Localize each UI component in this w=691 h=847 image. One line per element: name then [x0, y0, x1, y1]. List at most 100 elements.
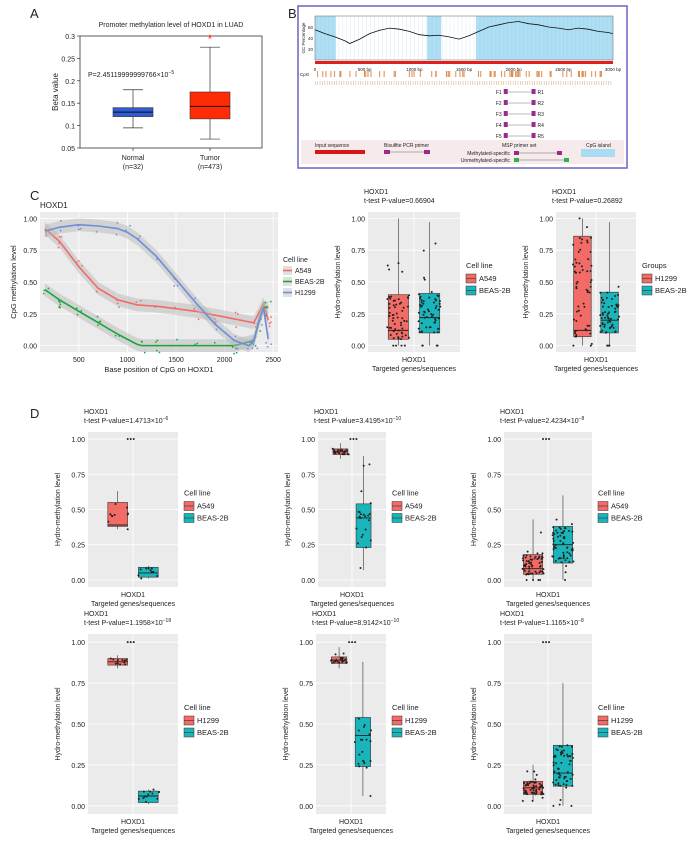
chart-d3-gene: HOXD1: [500, 409, 524, 416]
chart-b-cpg-site: [500, 71, 502, 77]
chart-point: [532, 787, 535, 790]
chart-d6-pvalue: t-test P-value=1.1165×10−8: [500, 618, 584, 627]
chart-c2-gene: HOXD1: [364, 189, 388, 196]
chart-point: [601, 329, 604, 332]
chart-ytick-label: 0.75: [487, 681, 501, 688]
chart-point: [391, 314, 394, 317]
chart-b-cpg-tick: [326, 81, 328, 85]
chart-b-cpg-tick: [429, 81, 431, 85]
chart-outlier: [355, 438, 358, 441]
chart-b-cpg-tick: [453, 81, 454, 85]
chart-b-cpg-tick: [570, 81, 571, 85]
chart-b-cpg-tick: [460, 81, 462, 85]
chart-point: [421, 344, 424, 347]
chart-b-primer-f: [503, 122, 508, 127]
chart-b-primer-f-label: F4: [496, 123, 502, 129]
chart-point: [111, 515, 114, 518]
chart-point: [564, 571, 567, 574]
chart-c1-point: [176, 284, 179, 287]
chart-point: [569, 759, 572, 762]
chart-c1-point: [251, 342, 253, 344]
chart-point: [539, 570, 542, 573]
chart-a-frame: [79, 35, 263, 149]
chart-a-ytick-label: 0.3: [65, 34, 75, 41]
chart-point: [389, 297, 392, 300]
chart-c1-point: [80, 310, 83, 312]
chart-b-primer-r: [531, 133, 536, 138]
chart-c1-point: [254, 326, 257, 328]
chart-point: [361, 738, 364, 741]
chart-point: [555, 762, 558, 765]
chart-point: [579, 248, 582, 251]
chart-b-cpg-site: [478, 71, 480, 77]
chart-b-cpg-site: [340, 71, 342, 77]
chart-b-cpg-site: [330, 71, 332, 77]
chart-b-cpg-tick: [548, 81, 550, 85]
chart-c1-point: [268, 325, 271, 328]
chart-point: [602, 305, 605, 308]
chart-b-cpg-site: [413, 71, 415, 77]
chart-point: [590, 279, 593, 282]
chart-b-cpg-tick: [603, 81, 605, 85]
chart-a-box: [189, 91, 231, 120]
chart-c1-point: [193, 308, 195, 310]
chart-xtick-label: HOXD1: [402, 357, 426, 364]
chart-point: [562, 530, 565, 533]
chart-point: [419, 297, 422, 300]
chart-c1-point: [135, 301, 138, 303]
chart-b-cpg-site: [528, 71, 530, 77]
chart-point: [566, 557, 569, 560]
chart-c1-point: [125, 229, 127, 232]
chart-b-cpg-tick: [362, 81, 364, 85]
chart-point: [582, 302, 585, 305]
chart-ytick-label: 0.50: [487, 508, 501, 515]
chart-point: [353, 741, 356, 744]
chart-point: [527, 573, 530, 576]
chart-point: [333, 449, 336, 452]
chart-point: [358, 753, 361, 756]
chart-point: [433, 321, 436, 324]
chart-point: [362, 725, 365, 728]
chart-point: [334, 660, 337, 663]
chart-point: [522, 554, 525, 557]
chart-c1-point: [77, 224, 80, 227]
chart-b-primer-f-label: F2: [496, 101, 502, 107]
chart-xlabel: Targeted genes/sequences: [506, 601, 591, 608]
chart-c1-point: [139, 235, 141, 237]
chart-b-cpg-site: [504, 71, 506, 77]
chart-c1-band-A549: [44, 222, 269, 330]
chart-b-cpg-tick: [577, 81, 578, 85]
chart-point: [557, 782, 560, 785]
chart-c1-point: [118, 306, 120, 308]
chart-point: [529, 572, 532, 575]
chart-point: [357, 729, 360, 732]
chart-xtick-label: HOXD1: [536, 592, 560, 599]
chart-point: [362, 464, 365, 467]
chart-c1-point: [156, 258, 158, 260]
chart-box-BEAS-2B: [354, 717, 371, 767]
chart-xtick-label: HOXD1: [121, 592, 145, 599]
chart-c2: HOXD1 0.00 0.25 0.50 0.75 1.00 HOXD1 Targeted g…: [335, 189, 511, 373]
chart-point: [580, 265, 583, 268]
chart-c1-point: [76, 307, 78, 310]
chart-point: [422, 249, 425, 252]
chart-point: [554, 783, 557, 786]
chart-c1-point: [58, 236, 61, 238]
chart-b-cpg-site: [600, 71, 602, 77]
chart-b-cpg-tick: [593, 81, 595, 85]
chart-c1-xtick-label: 2500: [265, 357, 281, 364]
chart-a-ytick-label: 0.2: [65, 79, 75, 86]
chart-b-cpg-site: [579, 71, 581, 77]
chart-b-cpg-tick: [503, 81, 504, 85]
chart-point: [340, 448, 343, 451]
chart-b-cpg-tick: [396, 81, 397, 85]
chart-point: [535, 785, 538, 788]
chart-point: [151, 792, 154, 795]
chart-outlier: [132, 438, 135, 441]
chart-point: [535, 572, 538, 575]
chart-c1-point: [59, 301, 61, 304]
chart-point: [599, 314, 602, 317]
chart-b-cpg-tick: [567, 81, 569, 85]
chart-point: [388, 326, 391, 329]
